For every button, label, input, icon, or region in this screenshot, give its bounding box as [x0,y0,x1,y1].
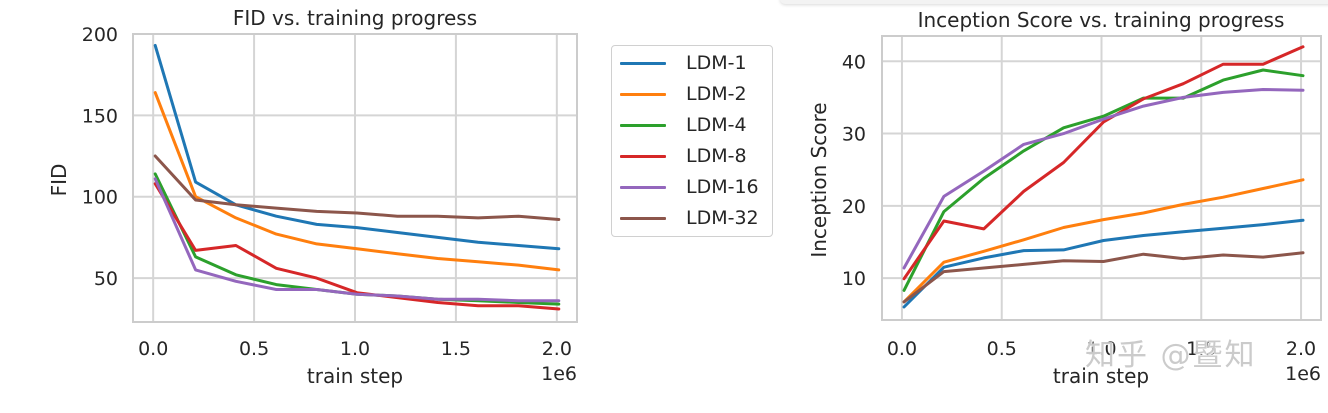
series-line-ldm-32 [153,154,561,221]
legend-label: LDM-1 [686,52,747,74]
x-tick-label: 0.5 [239,338,269,360]
legend-label: LDM-32 [686,207,759,229]
series-line-ldm-2 [153,91,561,272]
chart-title: Inception Score vs. training progress [918,8,1285,32]
x-tick-label: 0.5 [987,338,1017,360]
y-tick-label: 150 [82,105,118,127]
series-line-ldm-8 [153,182,561,311]
y-tick-label: 40 [842,51,866,73]
legend-swatch-icon [620,61,666,65]
series-line-ldm-16 [153,177,561,303]
legend-item-ldm-2: LDM-2 [620,79,747,109]
x-offset-label: 1e6 [1285,363,1321,385]
legend-item-ldm-4: LDM-4 [620,110,747,140]
legend-item-ldm-16: LDM-16 [620,172,759,202]
legend-swatch-icon [620,185,666,189]
chart-title: FID vs. training progress [233,6,477,30]
y-tick-label: 100 [82,187,118,209]
plot-frame [881,35,1322,321]
x-tick-label: 1.0 [340,338,370,360]
x-tick-label: 1.5 [441,338,471,360]
legend-label: LDM-2 [686,83,747,105]
y-tick-label: 50 [94,268,118,290]
x-tick-label: 2.0 [542,338,572,360]
x-tick-label: 2.0 [1286,338,1316,360]
legend-swatch-icon [620,123,666,127]
x-tick-label: 0.0 [887,338,917,360]
top-overlay-bar [780,0,1328,4]
x-axis-label: train step [307,364,403,388]
series-line-ldm-1 [153,43,561,251]
series-line-ldm-4 [902,68,1305,292]
plot-frame [132,33,578,323]
series-line-ldm-32 [902,251,1305,304]
x-tick-label: 1.5 [1186,338,1216,360]
legend-label: LDM-8 [686,145,747,167]
legend-swatch-icon [620,154,666,158]
x-tick-label: 0.0 [138,338,168,360]
y-tick-label: 200 [82,24,118,46]
y-tick-label: 20 [842,196,866,218]
legend-item-ldm-1: LDM-1 [620,48,747,78]
series-line-ldm-2 [902,178,1305,304]
legend-item-ldm-32: LDM-32 [620,203,759,233]
legend-label: LDM-4 [686,114,747,136]
legend-swatch-icon [620,216,666,220]
series-line-ldm-1 [902,218,1305,309]
legend: LDM-1 LDM-2 LDM-4 LDM-8 LDM-16 LDM-32 [611,45,773,237]
x-tick-label: 1.0 [1086,338,1116,360]
legend-swatch-icon [620,92,666,96]
series-line-ldm-16 [902,88,1305,270]
y-axis-label: Inception Score [807,102,831,257]
x-offset-label: 1e6 [541,363,577,385]
watermark: 知乎 @暨知 [1085,338,1257,373]
x-axis-label: train step [1053,364,1149,388]
series-line-ldm-8 [902,45,1305,281]
legend-label: LDM-16 [686,176,759,198]
y-tick-label: 30 [842,124,866,146]
y-axis-label: FID [47,164,71,197]
y-tick-label: 10 [842,268,866,290]
legend-item-ldm-8: LDM-8 [620,141,747,171]
